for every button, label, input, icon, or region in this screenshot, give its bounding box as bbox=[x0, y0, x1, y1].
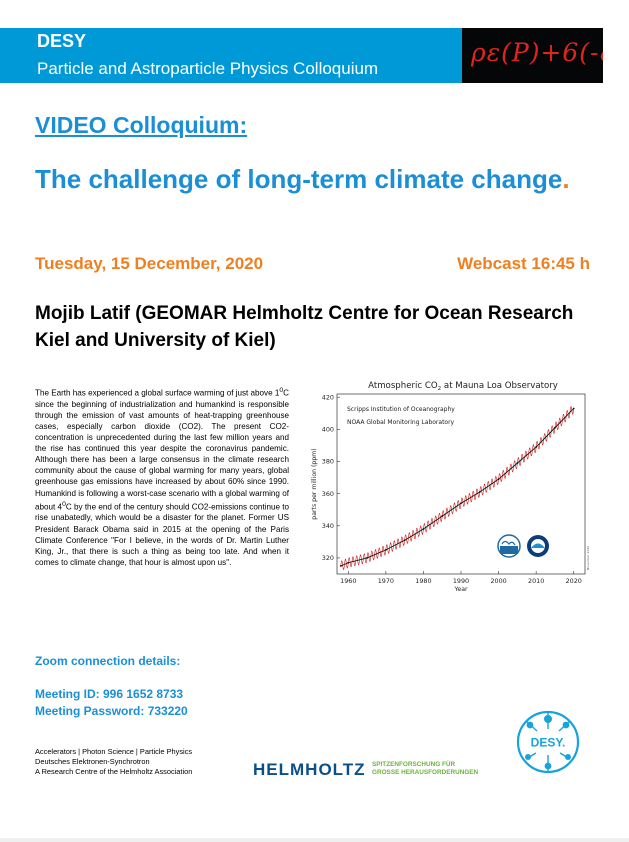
talk-title-text: The challenge of long-term climate chang… bbox=[35, 164, 563, 194]
co2-data-point bbox=[366, 557, 368, 559]
colloquium-series: Particle and Astroparticle Physics Collo… bbox=[37, 59, 379, 78]
abstract-part-3: C by the end of the century should CO2-e… bbox=[35, 502, 289, 567]
event-date: Tuesday, 15 December, 2020 bbox=[35, 254, 264, 273]
co2-data-point bbox=[497, 478, 500, 481]
co2-data-point bbox=[516, 462, 519, 465]
y-tick-label: 320 bbox=[322, 554, 334, 562]
talk-title: The challenge of long-term climate chang… bbox=[35, 165, 595, 193]
co2-data-point bbox=[535, 446, 538, 448]
x-ticks: 1960 1970 1980 1990 2000 2010 2020 bbox=[340, 571, 582, 585]
chart-annotation: NOAA Global Monitoring Laboratory bbox=[347, 419, 455, 426]
formula-image: ρε(P)+6(-∂) bbox=[462, 28, 603, 83]
co2-trend-line bbox=[340, 408, 575, 567]
co2-data-point bbox=[554, 426, 556, 429]
scripps-logo bbox=[497, 534, 521, 558]
co2-data-points bbox=[339, 407, 575, 567]
y-axis-label: parts per million (ppm) bbox=[311, 448, 318, 519]
co2-data-point bbox=[460, 502, 462, 505]
abstract-part-1: The Earth has experienced a global surfa… bbox=[35, 388, 280, 398]
zoom-heading: Zoom connection details: bbox=[35, 654, 181, 668]
bottom-divider bbox=[0, 838, 629, 842]
webcast-time: Webcast 16:45 h bbox=[457, 254, 590, 273]
co2-data-point bbox=[339, 565, 342, 567]
co2-data-point bbox=[572, 407, 575, 410]
speaker: Mojib Latif (GEOMAR Helmholtz Centre for… bbox=[35, 303, 574, 351]
x-tick-label: 1980 bbox=[415, 577, 431, 585]
y-tick-label: 360 bbox=[322, 490, 334, 498]
meeting-id: Meeting ID: 996 1652 8733 bbox=[35, 687, 184, 701]
desy-logo-text: DESY. bbox=[531, 736, 566, 750]
degree-sign-2: 0 bbox=[62, 500, 66, 508]
x-tick-label: 2010 bbox=[528, 577, 544, 585]
credit-label: November 2020 bbox=[586, 546, 590, 570]
helmholtz-tagline: SPITZENFORSCHUNG FÜR GROSSE HERAUSFORDER… bbox=[372, 761, 478, 777]
co2-data-point bbox=[422, 528, 425, 530]
noaa-logo bbox=[527, 535, 549, 557]
tagline-line: SPITZENFORSCHUNG FÜR bbox=[372, 761, 456, 768]
desy-logo: DESY. bbox=[516, 710, 580, 774]
x-tick-label: 1960 bbox=[340, 577, 356, 585]
degree-sign-1: 0 bbox=[279, 387, 284, 394]
footer-line: Deutsches Elektronen-Synchrotron bbox=[35, 757, 150, 766]
y-tick-label: 400 bbox=[322, 426, 334, 434]
title-dot: . bbox=[562, 164, 570, 194]
x-tick-label: 1970 bbox=[378, 577, 394, 585]
footer-line: A Research Centre of the Helmholtz Assoc… bbox=[35, 767, 193, 776]
helmholtz-logo: HELMHOLTZ bbox=[253, 760, 366, 779]
co2-data-point bbox=[384, 548, 387, 551]
tagline-line: GROSSE HERAUSFORDERUNGEN bbox=[372, 769, 479, 776]
y-tick-label: 380 bbox=[322, 458, 334, 466]
video-colloquium-label: VIDEO Colloquium: bbox=[35, 112, 248, 138]
formula-text: ρε(P)+6(-∂) bbox=[471, 38, 603, 67]
chart-title: Atmospheric CO2 at Mauna Loa Observatory bbox=[368, 381, 558, 392]
header-banner: DESY Particle and Astroparticle Physics … bbox=[0, 28, 603, 83]
co2-data-point bbox=[403, 539, 406, 542]
chart-annotation: Scripps Institution of Oceanography bbox=[347, 406, 455, 413]
y-tick-label: 340 bbox=[322, 522, 334, 530]
footer-text: Accelerators | Photon Science | Particle… bbox=[35, 747, 192, 777]
y-ticks: 320 340 360 380 400 420 bbox=[322, 393, 340, 562]
co2-data-point bbox=[441, 515, 444, 518]
co2-data-point bbox=[347, 561, 350, 564]
y-tick-label: 420 bbox=[322, 393, 334, 401]
x-tick-label: 1990 bbox=[453, 577, 469, 585]
co2-data-point bbox=[478, 491, 481, 493]
meeting-password: Meeting Password: 733220 bbox=[35, 704, 188, 718]
x-tick-label: 2020 bbox=[566, 577, 582, 585]
org-name: DESY bbox=[37, 31, 87, 51]
x-tick-label: 2000 bbox=[490, 577, 506, 585]
x-axis-label: Year bbox=[453, 586, 468, 593]
abstract: The Earth has experienced a global surfa… bbox=[35, 385, 289, 568]
abstract-part-2: C since the beginning of industrializati… bbox=[35, 388, 289, 512]
footer-line: Accelerators | Photon Science | Particle… bbox=[35, 747, 193, 756]
co2-chart: Atmospheric CO2 at Mauna Loa Observatory… bbox=[311, 381, 590, 593]
